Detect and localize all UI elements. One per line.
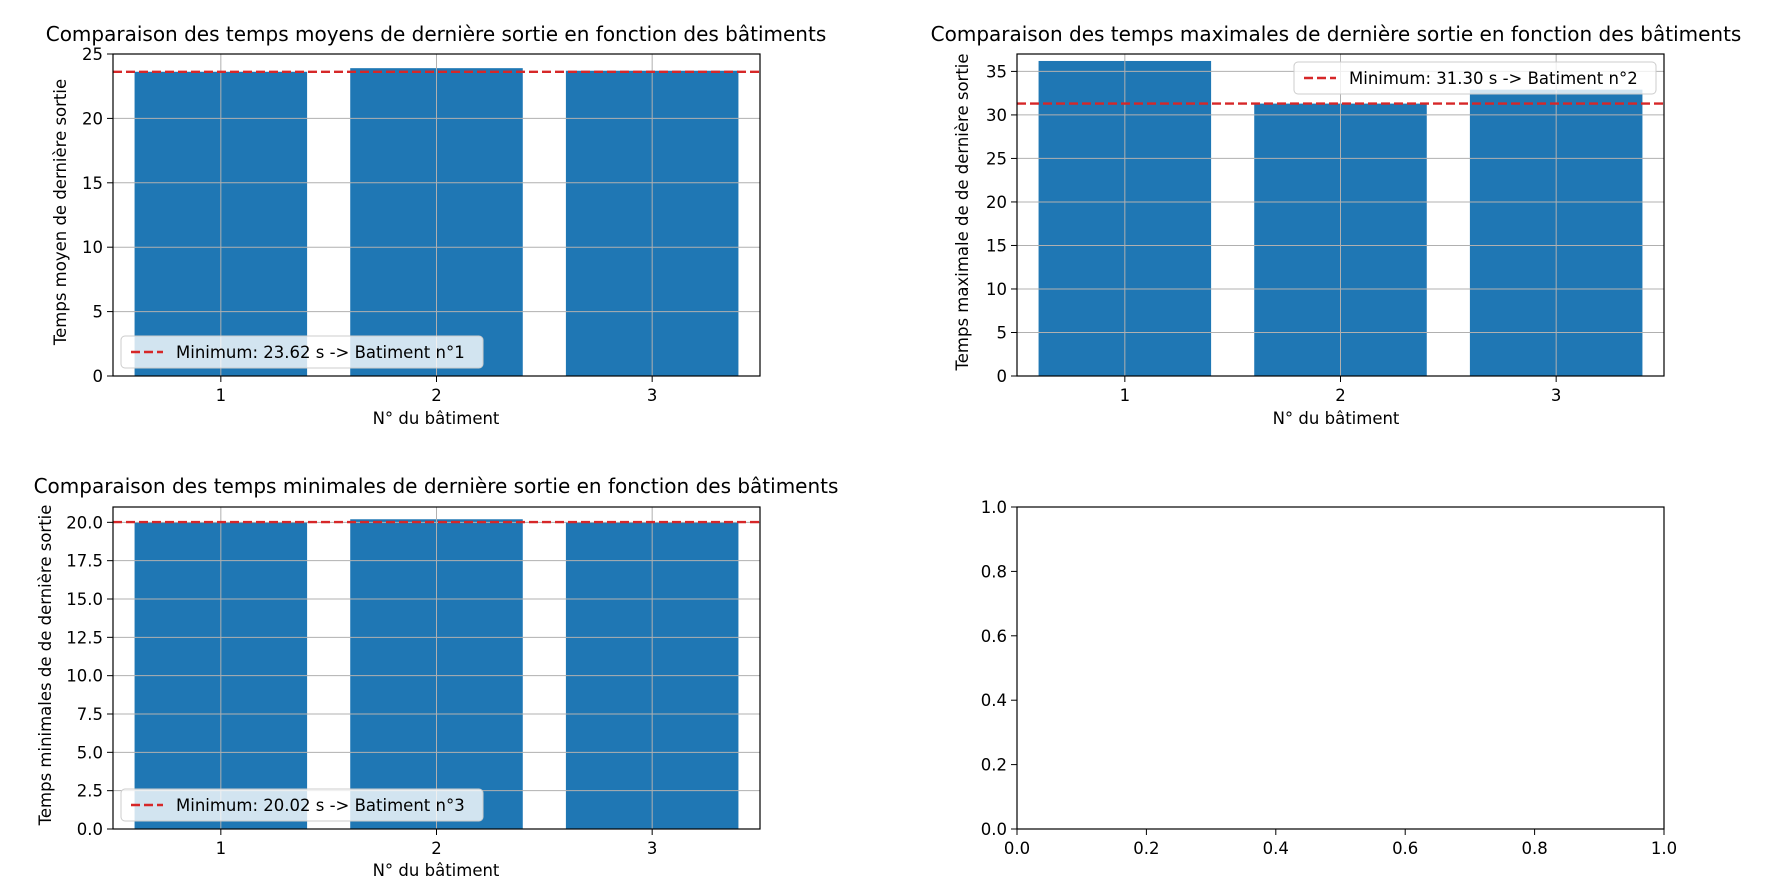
chart-2-ytick-label: 30 bbox=[986, 106, 1007, 125]
chart-3-ytick-label: 17.5 bbox=[66, 552, 103, 571]
chart-1-xtick-label: 1 bbox=[216, 386, 227, 405]
chart-2-frame bbox=[1016, 53, 1665, 377]
chart-3-ytick-label: 5.0 bbox=[77, 743, 103, 762]
chart-4-xtick-label: 1.0 bbox=[1651, 839, 1677, 858]
chart-1-legend: Minimum: 23.62 s -> Batiment n°1 bbox=[120, 335, 484, 369]
chart-4-ytick-label: 0.8 bbox=[981, 562, 1007, 581]
chart-3-ytick-label: 2.5 bbox=[77, 782, 103, 801]
chart-4-ytick-label: 1.0 bbox=[981, 498, 1007, 517]
chart-2-ytick-label: 0 bbox=[997, 367, 1008, 386]
chart-4-frame bbox=[1016, 506, 1665, 830]
chart-2-ytick-label: 20 bbox=[986, 193, 1007, 212]
chart-1-ytick-label: 15 bbox=[82, 174, 103, 193]
chart-2-ytick-label: 35 bbox=[986, 62, 1007, 81]
chart-3-ylabel: Temps minimales de de dernière sortie bbox=[36, 505, 55, 827]
chart-4-xtick-label: 0.2 bbox=[1133, 839, 1159, 858]
chart-3-xtick-label: 3 bbox=[647, 839, 658, 858]
chart-2-xtick-label: 3 bbox=[1551, 386, 1562, 405]
chart-2-ytick-label: 25 bbox=[986, 149, 1007, 168]
chart-1-xtick-label: 3 bbox=[647, 386, 658, 405]
chart-3-legend: Minimum: 20.02 s -> Batiment n°3 bbox=[120, 788, 484, 822]
chart-4-ytick-label: 0.6 bbox=[981, 627, 1007, 646]
chart-3-legend-label: Minimum: 20.02 s -> Batiment n°3 bbox=[176, 796, 465, 815]
chart-2-xlabel: N° du bâtiment bbox=[1273, 409, 1400, 428]
chart-2-plot: 0 5 10 15 20 25 30 35 1 2 3 Minimum: 31.30 s -> Bat… bbox=[986, 53, 1665, 405]
chart-1-ylabel: Temps moyen de dernière sortie bbox=[51, 79, 70, 346]
chart-1-ytick-label: 5 bbox=[93, 303, 104, 322]
chart-1-ytick-label: 25 bbox=[82, 45, 103, 64]
chart-3-title: Comparaison des temps minimales de derni… bbox=[34, 474, 839, 498]
chart-3-ytick-label: 7.5 bbox=[77, 705, 103, 724]
chart-4-xtick-label: 0.6 bbox=[1392, 839, 1418, 858]
chart-4-plot: 0.0 0.2 0.4 0.6 0.8 1.0 0.0 0.2 0.4 0.6 0.8 1.0 bbox=[981, 498, 1677, 858]
chart-4-xtick-label: 0.4 bbox=[1263, 839, 1289, 858]
chart-1-frame bbox=[112, 53, 761, 377]
chart-3-xtick-label: 2 bbox=[431, 839, 442, 858]
chart-3-legend-box bbox=[120, 788, 484, 822]
chart-1-ytick-label: 10 bbox=[82, 238, 103, 257]
chart-4-xtick-label: 0.8 bbox=[1521, 839, 1547, 858]
chart-2-ytick-label: 10 bbox=[986, 280, 1007, 299]
chart-2-legend-box bbox=[1293, 61, 1657, 95]
chart-2-legend: Minimum: 31.30 s -> Batiment n°2 bbox=[1293, 61, 1657, 95]
chart-2-xtick-label: 2 bbox=[1335, 386, 1346, 405]
chart-3-ytick-label: 15.0 bbox=[66, 590, 103, 609]
chart-1-xtick-label: 2 bbox=[431, 386, 442, 405]
chart-3-plot: 0.0 2.5 5.0 7.5 10.0 12.5 15.0 17.5 20.0 1 2 3 Minim… bbox=[66, 506, 761, 858]
chart-2-ylabel: Temps maximale de de dernière sortie bbox=[953, 53, 972, 371]
chart-3-ytick-label: 10.0 bbox=[66, 667, 103, 686]
chart-3-ytick-label: 20.0 bbox=[66, 513, 103, 532]
chart-1-title: Comparaison des temps moyens de dernière… bbox=[46, 22, 827, 46]
chart-4-ytick-label: 0.2 bbox=[981, 756, 1007, 775]
chart-3-ytick-label: 0.0 bbox=[77, 820, 103, 839]
chart-2-legend-label: Minimum: 31.30 s -> Batiment n°2 bbox=[1349, 69, 1638, 88]
chart-2-xtick-label: 1 bbox=[1120, 386, 1131, 405]
chart-4-ytick-label: 0.4 bbox=[981, 691, 1007, 710]
chart-2-ytick-label: 15 bbox=[986, 236, 1007, 255]
chart-1-xlabel: N° du bâtiment bbox=[373, 409, 500, 428]
chart-1-legend-label: Minimum: 23.62 s -> Batiment n°1 bbox=[176, 343, 465, 362]
chart-4-xtick-label: 0.0 bbox=[1004, 839, 1030, 858]
chart-1-plot: 0 5 10 15 20 25 1 2 3 Minimum: 23.62 s -> Batimen… bbox=[82, 45, 761, 405]
chart-1-legend-box bbox=[120, 335, 484, 369]
chart-3-ytick-label: 12.5 bbox=[66, 628, 103, 647]
chart-1-ytick-label: 0 bbox=[93, 367, 104, 386]
chart-2-ytick-label: 5 bbox=[997, 323, 1008, 342]
chart-3-xlabel: N° du bâtiment bbox=[373, 861, 500, 880]
chart-3-frame bbox=[112, 506, 761, 830]
chart-2-title: Comparaison des temps maximales de derni… bbox=[931, 22, 1742, 46]
chart-1-ytick-label: 20 bbox=[82, 109, 103, 128]
chart-3-xtick-label: 1 bbox=[216, 839, 227, 858]
chart-4-ytick-label: 0.0 bbox=[981, 820, 1007, 839]
